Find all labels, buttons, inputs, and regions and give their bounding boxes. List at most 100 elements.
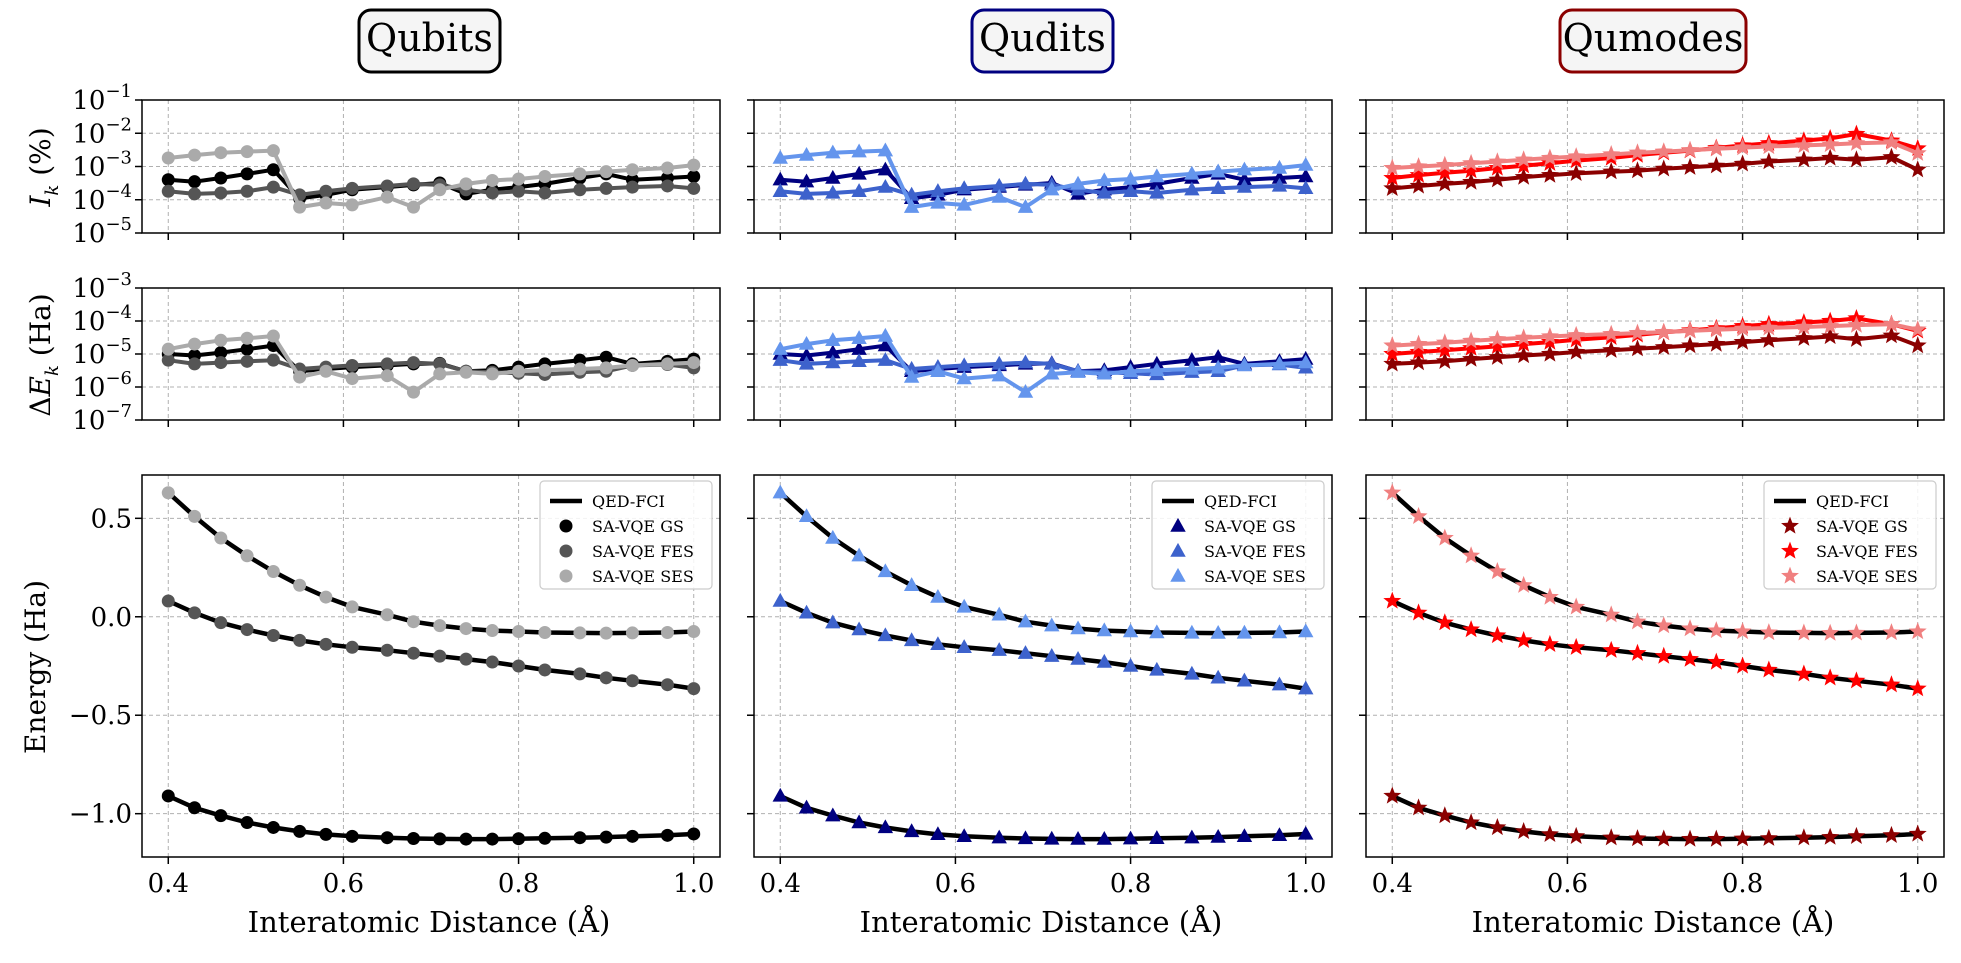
data-point-fes [599,181,613,195]
data-point-gs [851,341,867,355]
vqe-point-ses [1298,623,1314,638]
data-point-fes [930,183,946,197]
legend-label-fci: QED-FCI [1816,492,1889,511]
data-point-gs [1759,152,1778,170]
xlabel-qubits: Interatomic Distance (Å) [248,904,611,939]
data-point-fes [1271,177,1288,192]
data-point-ses [1602,145,1621,163]
data-point-gs [1210,349,1226,363]
vqe-point-gs [1149,830,1165,844]
y-tick-label: 10−4 [72,302,132,337]
data-point-ses [433,183,447,197]
data-point-fes [573,183,587,197]
data-point-ses [1122,170,1139,185]
vqe-point-ses [772,484,788,499]
vqe-point-ses [485,624,499,638]
ylabel-energy-error: ΔEk (Ha) [24,293,63,416]
vqe-point-fes [1821,668,1840,686]
data-point-fes [1298,180,1314,195]
vqe-point-ses [1236,624,1253,639]
vqe-point-ses [625,626,639,640]
vqe-point-gs [240,816,254,830]
vqe-point-fes [930,636,946,651]
legend-marker-gs [1781,516,1799,534]
vqe-point-gs [1821,827,1840,845]
y-tick-label: 10−7 [72,401,132,436]
vqe-point-ses [161,486,175,500]
data-point-gs [1882,326,1901,344]
vqe-point-gs [1733,829,1752,847]
data-point-fes [240,184,254,198]
data-point-ses [1236,161,1253,176]
fci-curve-fes [167,598,695,691]
data-point-gs [1514,167,1533,185]
data-point-ses [406,200,420,214]
data-point-gs [877,337,894,352]
data-point-ses [1462,153,1481,171]
data-point-ses [1759,318,1778,336]
data-point-gs [772,171,788,186]
data-point-fes [1488,336,1507,355]
vqe-point-gs [1567,826,1586,844]
y-tick-label: 10−3 [72,269,132,304]
data-point-ses [772,341,788,355]
column-title-qudits: Qudits [970,8,1115,74]
data-point-ses [1271,355,1288,370]
vqe-point-gs [319,827,333,841]
vqe-point-gs [1383,786,1402,804]
vqe-point-fes [1409,603,1428,621]
vqe-point-ses [1044,617,1060,632]
data-point-ses [319,196,333,210]
vqe-point-ses [1383,483,1402,501]
data-point-ses [1488,152,1507,170]
data-point-ses [1383,336,1402,354]
vqe-point-fes [538,663,552,677]
y-tick-label: 10−6 [72,368,132,403]
data-point-gs [851,165,867,180]
vqe-point-fes [1149,661,1165,676]
vqe-point-gs [1210,828,1226,843]
legend-marker-fes [1170,542,1186,557]
data-point-gs [1383,178,1402,196]
vqe-point-fes [1435,613,1454,631]
vqe-point-ses [345,600,359,614]
data-point-gs [1514,346,1533,364]
data-point-fes [798,185,815,200]
data-point-ses [406,385,420,399]
data-point-ses [293,370,307,384]
x-tick-label: 0.8 [1722,869,1763,899]
vqe-point-fes [1271,676,1288,691]
vqe-point-gs [1409,798,1428,816]
vqe-point-ses [877,563,894,578]
vqe-point-ses [1733,622,1752,640]
data-point-ses [433,367,447,381]
vqe-point-gs [188,801,202,815]
vqe-point-gs [433,832,447,846]
data-point-fes [512,184,526,198]
legend-marker-fes [559,544,573,558]
vqe-point-fes [1044,648,1060,662]
data-point-ses [214,333,228,347]
data-point-gs [1794,150,1813,168]
data-point-ses [485,173,499,187]
vqe-point-fes [660,678,674,692]
vqe-point-ses [1908,622,1927,640]
vqe-point-fes [188,606,202,620]
data-point-gs [1707,156,1726,174]
data-point-gs [1847,329,1866,347]
vqe-point-fes [798,604,815,619]
legend-box [1763,480,1937,590]
vqe-point-ses [433,619,447,633]
y-tick-label: 0.5 [91,504,132,534]
axes-frame [753,474,1333,858]
data-point-gs [1409,176,1428,194]
vqe-point-ses [1759,623,1778,641]
vqe-point-ses [1821,623,1840,641]
vqe-point-ses [188,509,202,523]
vqe-point-gs [1628,829,1647,847]
data-point-gs [825,344,841,359]
data-point-ses [1540,148,1559,166]
vqe-point-fes [625,674,639,688]
data-point-ses [293,200,307,214]
data-point-gs [1882,147,1901,165]
